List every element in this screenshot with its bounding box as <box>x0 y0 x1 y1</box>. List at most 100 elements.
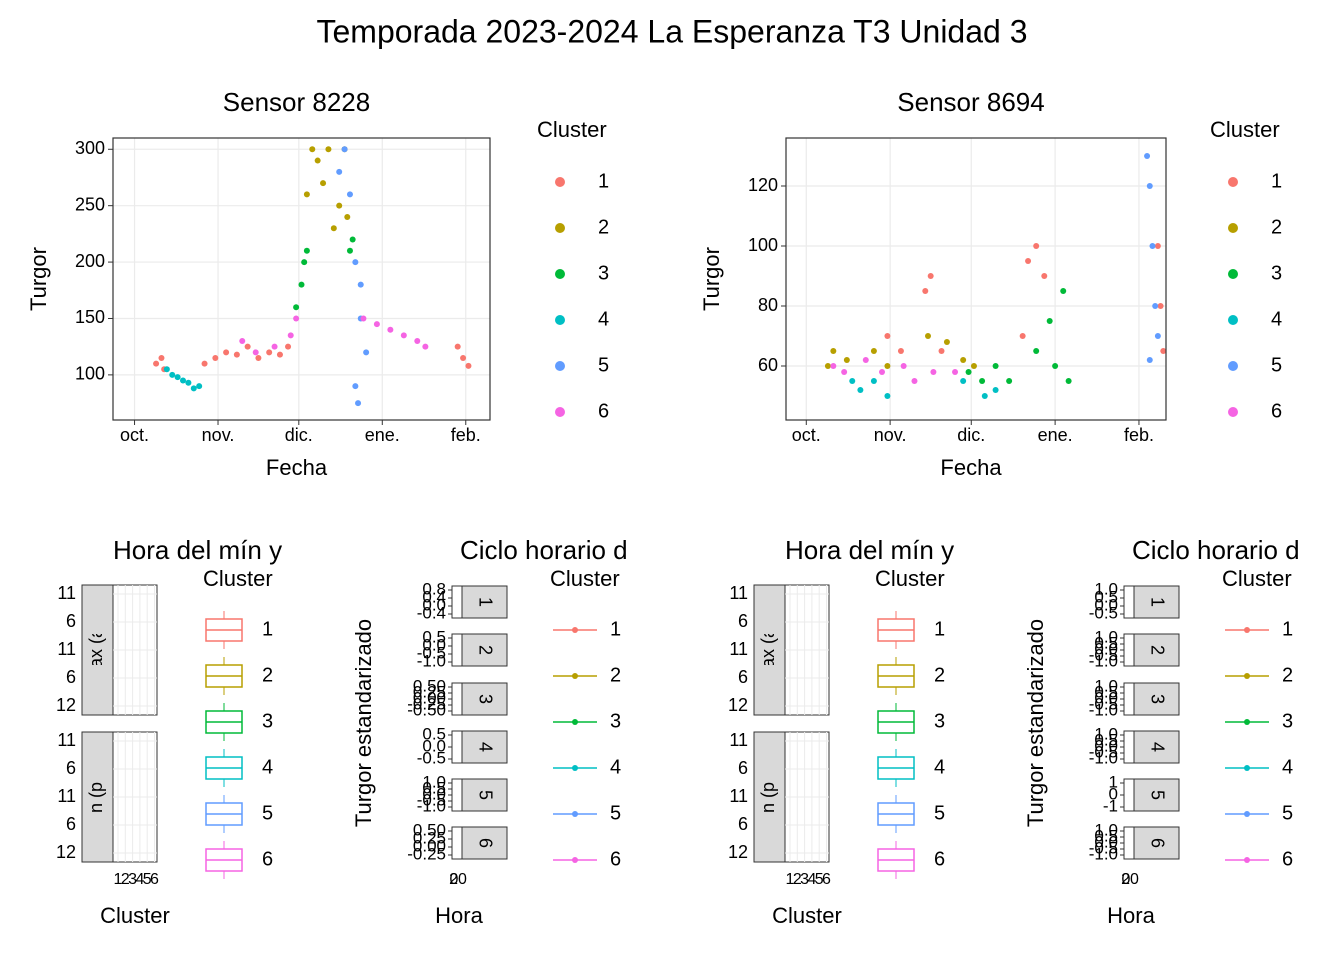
plot-panel <box>451 633 463 667</box>
legend-label: 5 <box>598 354 609 376</box>
point <box>862 357 869 363</box>
point <box>1019 333 1026 339</box>
point <box>314 157 321 164</box>
strip-label: 6 <box>1147 838 1167 848</box>
strip <box>1133 682 1180 716</box>
legend-label: 4 <box>934 756 945 778</box>
point <box>276 351 283 358</box>
point <box>293 304 300 311</box>
legend-label: 2 <box>1271 216 1282 238</box>
y-tick-label: -0.5 <box>1089 603 1118 622</box>
point <box>255 354 262 361</box>
legend-key <box>572 673 578 679</box>
legend-label: 4 <box>1282 756 1293 778</box>
point <box>266 349 273 356</box>
point <box>352 383 359 390</box>
point <box>1146 357 1153 363</box>
y-tick-label: 6 <box>738 611 748 631</box>
legend-key <box>1228 407 1238 417</box>
point <box>460 354 467 361</box>
point <box>303 247 310 254</box>
point <box>992 363 999 369</box>
legend-key <box>572 719 578 725</box>
point <box>309 146 316 153</box>
point <box>970 363 977 369</box>
point <box>271 343 278 350</box>
plot-panel <box>1123 682 1135 716</box>
x-axis-title: Fecha <box>266 455 328 480</box>
point <box>924 333 931 339</box>
y-tick-label: 0.0 <box>1094 595 1118 614</box>
x-tick-label: 20 <box>1121 871 1139 888</box>
legend-label: 2 <box>934 664 945 686</box>
point <box>185 379 192 386</box>
legend-label: 5 <box>610 802 621 824</box>
x-tick-label: 0 <box>450 871 459 888</box>
strip-label: 3 <box>475 694 495 704</box>
y-tick-label: 200 <box>75 251 105 271</box>
y-tick-label: 0.0 <box>422 635 446 654</box>
point <box>196 383 203 390</box>
plot-panel <box>451 826 463 860</box>
legend-key <box>1228 177 1238 187</box>
point <box>320 180 327 187</box>
x-tick-label: 5 <box>815 871 824 888</box>
y-tick-label: 0.4 <box>422 587 446 606</box>
legend-title: Cluster <box>875 566 945 591</box>
y-tick-label: 1.0 <box>1094 724 1118 743</box>
legend-label: 2 <box>262 664 273 686</box>
legend-label: 2 <box>598 216 609 238</box>
point <box>293 315 300 322</box>
y-tick-label: 1.0 <box>1094 579 1118 598</box>
y-tick-label: 150 <box>75 307 105 327</box>
panel-border <box>785 137 1167 421</box>
y-tick-label: -1.0 <box>1089 651 1118 670</box>
point <box>1025 258 1032 264</box>
legend-key <box>1228 223 1238 233</box>
strip <box>1133 826 1180 860</box>
strip-label: a max (am - <box>758 602 778 698</box>
y-tick-label: 6 <box>738 814 748 834</box>
point <box>1154 243 1161 249</box>
strip <box>753 731 786 863</box>
plot-panel <box>786 138 1166 420</box>
point <box>1160 348 1167 354</box>
legend-key <box>555 223 565 233</box>
strip-label: 5 <box>1147 790 1167 800</box>
legend-label: 6 <box>598 400 609 422</box>
point <box>1157 303 1164 309</box>
plot-panel <box>451 682 463 716</box>
x-tick-label: 0 <box>1122 871 1131 888</box>
point <box>1146 183 1153 189</box>
chart-title: Hora del mín y <box>113 535 282 565</box>
y-tick-label: 11 <box>729 786 748 806</box>
y-tick-label: 0.0 <box>1094 639 1118 658</box>
y-tick-label: 0.0 <box>1094 688 1118 707</box>
strip-label: 6 <box>475 838 495 848</box>
legend-label: 2 <box>1282 664 1293 686</box>
legend-key <box>555 361 565 371</box>
y-tick-label: 1.0 <box>1094 820 1118 839</box>
legend-label: 6 <box>262 848 273 870</box>
point <box>387 326 394 333</box>
point <box>336 202 343 209</box>
point <box>174 374 181 381</box>
legend-label: 4 <box>262 756 273 778</box>
point <box>400 332 407 339</box>
point <box>824 363 831 369</box>
panel-border <box>112 137 491 421</box>
x-tick-label: nov. <box>874 425 907 445</box>
legend-key <box>1228 315 1238 325</box>
point <box>1060 288 1067 294</box>
point <box>244 343 251 350</box>
point <box>952 369 959 375</box>
y-tick-label: 0.00 <box>413 836 446 855</box>
x-tick-label: dic. <box>285 425 313 445</box>
point <box>357 281 364 288</box>
legend-title: Cluster <box>1222 566 1292 591</box>
x-tick-label: dic. <box>957 425 985 445</box>
point <box>843 357 850 363</box>
point <box>857 387 864 393</box>
point <box>349 236 356 243</box>
point <box>1144 153 1151 159</box>
